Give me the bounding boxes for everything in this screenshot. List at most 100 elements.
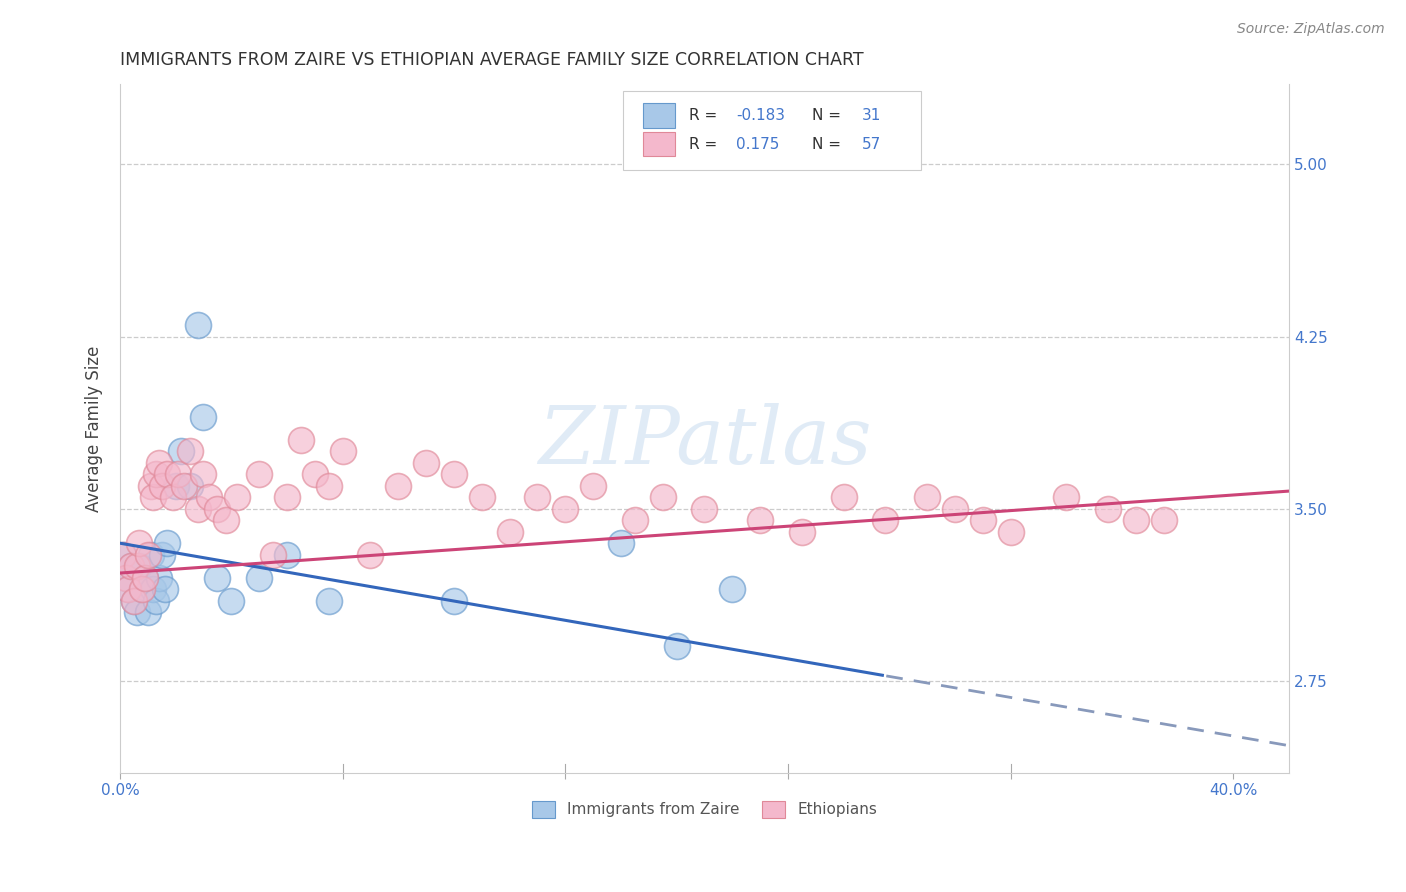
Point: [207, 571, 229, 585]
FancyBboxPatch shape: [643, 132, 675, 156]
Point: [290, 433, 312, 447]
Point: [943, 501, 966, 516]
Point: [131, 582, 153, 596]
Point: [526, 491, 548, 505]
Point: [443, 467, 465, 482]
Point: [125, 605, 148, 619]
Point: [247, 571, 270, 585]
Point: [170, 444, 193, 458]
Point: [148, 456, 170, 470]
Point: [156, 467, 179, 482]
Text: N =: N =: [813, 108, 846, 122]
Point: [111, 548, 134, 562]
Point: [1125, 513, 1147, 527]
Point: [498, 524, 520, 539]
Point: [150, 548, 173, 562]
Point: [120, 559, 142, 574]
Point: [215, 513, 238, 527]
Point: [187, 318, 209, 333]
Point: [415, 456, 437, 470]
Legend: Immigrants from Zaire, Ethiopians: Immigrants from Zaire, Ethiopians: [526, 795, 883, 823]
Point: [693, 501, 716, 516]
Point: [187, 501, 209, 516]
Point: [165, 479, 187, 493]
Point: [162, 491, 184, 505]
Point: [554, 501, 576, 516]
Point: [167, 467, 190, 482]
Point: [145, 467, 167, 482]
Point: [247, 467, 270, 482]
Point: [1153, 513, 1175, 527]
Point: [624, 513, 647, 527]
Point: [1054, 491, 1077, 505]
Text: R =: R =: [689, 136, 723, 152]
Text: 57: 57: [862, 136, 882, 152]
Point: [198, 491, 221, 505]
Point: [651, 491, 673, 505]
Point: [136, 605, 159, 619]
Point: [156, 536, 179, 550]
Point: [972, 513, 994, 527]
Point: [875, 513, 897, 527]
Point: [136, 548, 159, 562]
Point: [117, 582, 139, 596]
Point: [582, 479, 605, 493]
Point: [443, 593, 465, 607]
Point: [128, 559, 150, 574]
Point: [125, 559, 148, 574]
Point: [387, 479, 409, 493]
Text: -0.183: -0.183: [737, 108, 785, 122]
Point: [471, 491, 494, 505]
Point: [134, 571, 156, 585]
Text: Source: ZipAtlas.com: Source: ZipAtlas.com: [1237, 22, 1385, 37]
Point: [122, 593, 145, 607]
Point: [142, 582, 165, 596]
Point: [832, 491, 855, 505]
Text: ZIPatlas: ZIPatlas: [537, 403, 872, 481]
Point: [304, 467, 326, 482]
Point: [173, 479, 195, 493]
Point: [207, 501, 229, 516]
Point: [610, 536, 633, 550]
Point: [114, 571, 136, 585]
Point: [179, 444, 201, 458]
Point: [139, 479, 162, 493]
Point: [139, 548, 162, 562]
Point: [128, 536, 150, 550]
Text: IMMIGRANTS FROM ZAIRE VS ETHIOPIAN AVERAGE FAMILY SIZE CORRELATION CHART: IMMIGRANTS FROM ZAIRE VS ETHIOPIAN AVERA…: [120, 51, 863, 69]
Text: 31: 31: [862, 108, 882, 122]
Point: [193, 409, 215, 424]
Y-axis label: Average Family Size: Average Family Size: [86, 345, 103, 512]
Point: [276, 548, 298, 562]
Point: [114, 571, 136, 585]
Point: [120, 559, 142, 574]
Point: [665, 640, 688, 654]
FancyBboxPatch shape: [623, 91, 921, 170]
Point: [262, 548, 284, 562]
Point: [148, 571, 170, 585]
Point: [332, 444, 354, 458]
Point: [790, 524, 813, 539]
Point: [721, 582, 744, 596]
Point: [318, 593, 340, 607]
Point: [749, 513, 772, 527]
Point: [179, 479, 201, 493]
Point: [318, 479, 340, 493]
Text: N =: N =: [813, 136, 846, 152]
Point: [915, 491, 938, 505]
Text: 0.175: 0.175: [737, 136, 779, 152]
Point: [134, 571, 156, 585]
Point: [117, 582, 139, 596]
Text: R =: R =: [689, 108, 723, 122]
Point: [142, 491, 165, 505]
Point: [122, 593, 145, 607]
Point: [1000, 524, 1022, 539]
Point: [1097, 501, 1119, 516]
Point: [111, 548, 134, 562]
Point: [193, 467, 215, 482]
Point: [276, 491, 298, 505]
Point: [131, 582, 153, 596]
FancyBboxPatch shape: [643, 103, 675, 128]
Point: [359, 548, 381, 562]
Point: [145, 593, 167, 607]
